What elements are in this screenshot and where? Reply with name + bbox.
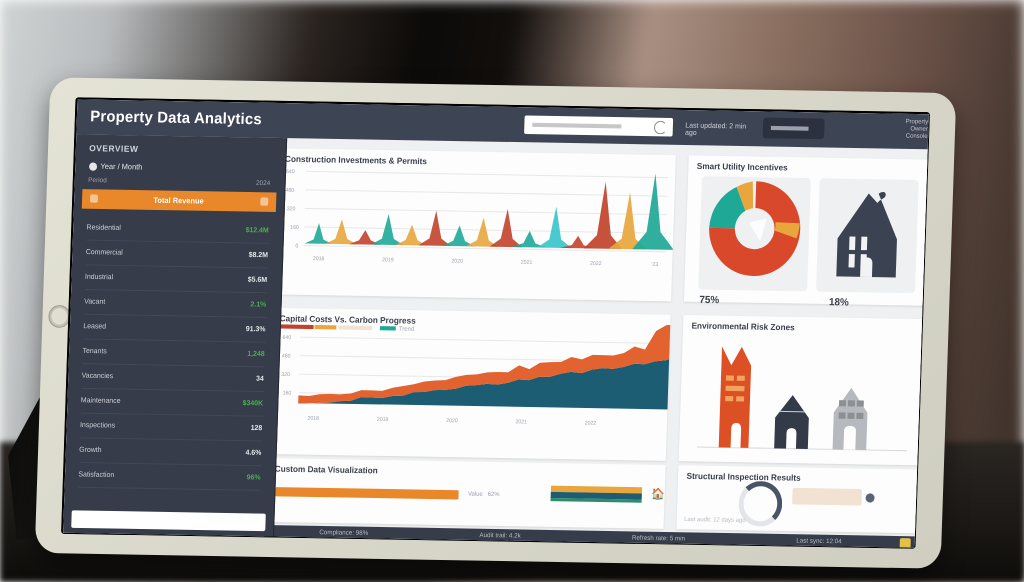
svg-text:'23: '23 bbox=[651, 261, 658, 267]
svg-text:2021: 2021 bbox=[515, 419, 527, 425]
svg-text:640: 640 bbox=[285, 168, 294, 174]
svg-text:2019: 2019 bbox=[382, 257, 394, 263]
svg-text:2019: 2019 bbox=[376, 416, 388, 422]
svg-text:2018: 2018 bbox=[307, 415, 319, 421]
svg-text:2020: 2020 bbox=[451, 258, 463, 264]
svg-text:2020: 2020 bbox=[446, 417, 458, 423]
svg-text:2022: 2022 bbox=[584, 420, 596, 426]
svg-text:320: 320 bbox=[281, 371, 290, 377]
svg-text:2022: 2022 bbox=[589, 260, 601, 266]
svg-text:640: 640 bbox=[282, 334, 291, 340]
svg-text:0: 0 bbox=[295, 243, 298, 249]
svg-text:480: 480 bbox=[285, 187, 294, 193]
svg-text:160: 160 bbox=[282, 390, 291, 396]
svg-text:2021: 2021 bbox=[520, 259, 532, 265]
svg-text:320: 320 bbox=[286, 206, 295, 212]
svg-text:160: 160 bbox=[290, 224, 299, 230]
svg-text:2018: 2018 bbox=[312, 255, 324, 261]
svg-text:480: 480 bbox=[281, 353, 290, 359]
